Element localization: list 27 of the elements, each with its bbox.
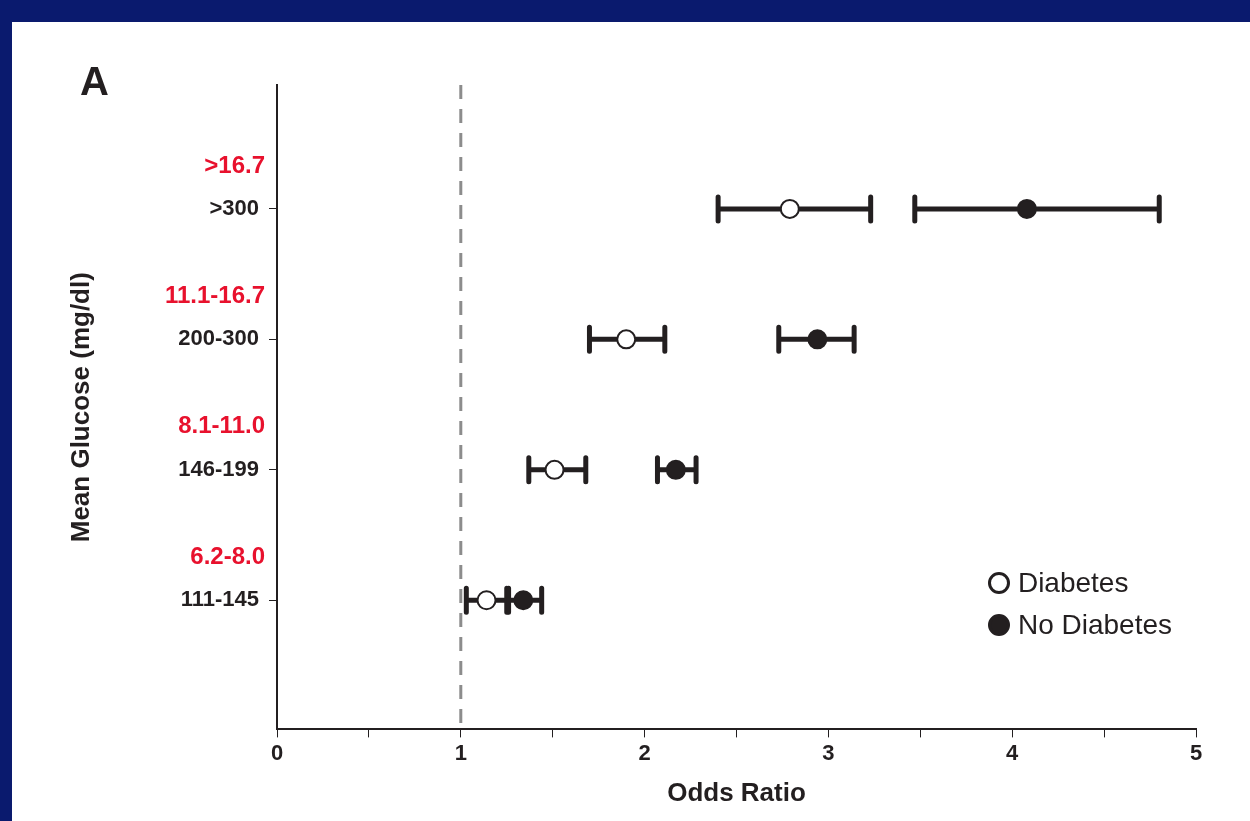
point: [513, 590, 534, 611]
text: 6.2-8.0: [190, 541, 265, 569]
x-tick-label: 2: [638, 739, 651, 765]
point: [1016, 198, 1037, 219]
x-tick-label: 5: [1189, 739, 1203, 765]
point: [544, 459, 565, 480]
point: [616, 329, 637, 350]
x-tick-label: 3: [822, 739, 835, 765]
legend-label: No Diabetes: [1017, 609, 1172, 641]
point: [779, 198, 800, 219]
x-axis-title: Odds Ratio: [667, 776, 806, 807]
chart-title: A: [80, 59, 109, 104]
y-axis-title: Mean Glucose (mg/dl): [64, 272, 95, 543]
x-tick-label: 1: [454, 739, 467, 765]
y-tick-label: 111-145: [180, 586, 259, 612]
x-tick-label: 4: [1006, 739, 1020, 765]
text: 8.1-11.0: [178, 411, 265, 439]
y-tick-label: >300: [209, 194, 259, 220]
legend-label: Diabetes: [1017, 567, 1129, 599]
text: >16.7: [204, 150, 265, 178]
point: [665, 459, 686, 480]
x-tick-label: 0: [270, 739, 284, 765]
y-tick-label: 146-199: [178, 455, 259, 481]
y-tick-label: 200-300: [178, 325, 259, 351]
text: 11.1-16.7: [164, 280, 265, 308]
point: [476, 590, 497, 611]
point: [807, 329, 828, 350]
